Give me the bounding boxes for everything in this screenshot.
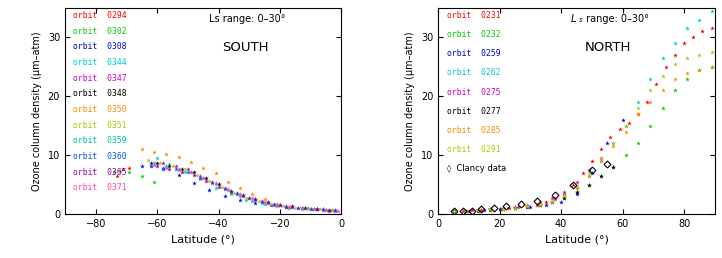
Text: orbit  0285: orbit 0285 (447, 126, 500, 135)
Text: orbit  0371: orbit 0371 (73, 183, 127, 192)
Text: orbit  0348: orbit 0348 (73, 89, 127, 98)
Text: orbit  0277: orbit 0277 (447, 107, 500, 116)
Text: orbit  0262: orbit 0262 (447, 68, 500, 77)
Text: orbit  0291: orbit 0291 (447, 145, 500, 154)
Text: orbit  0231: orbit 0231 (447, 11, 500, 20)
Y-axis label: Ozone column density (μm–atm): Ozone column density (μm–atm) (406, 31, 415, 191)
Text: orbit  0344: orbit 0344 (73, 58, 127, 67)
Text: orbit  0359: orbit 0359 (73, 136, 127, 145)
Text: orbit  0351: orbit 0351 (73, 121, 127, 130)
Text: orbit  0350: orbit 0350 (73, 105, 127, 114)
X-axis label: Latitude (°): Latitude (°) (544, 235, 609, 245)
Text: orbit  0302: orbit 0302 (73, 27, 127, 36)
Text: Ls range: 0–30°: Ls range: 0–30° (209, 14, 285, 24)
X-axis label: Latitude (°): Latitude (°) (171, 235, 235, 245)
Text: orbit  0347: orbit 0347 (73, 74, 127, 83)
Text: orbit  0360: orbit 0360 (73, 152, 127, 161)
Text: s: s (578, 17, 582, 23)
Text: NORTH: NORTH (585, 41, 631, 54)
Text: orbit  0232: orbit 0232 (447, 30, 500, 39)
Text: orbit  0365: orbit 0365 (73, 168, 127, 177)
Y-axis label: Ozone column density (μm–atm): Ozone column density (μm–atm) (32, 31, 42, 191)
Text: orbit  0275: orbit 0275 (447, 88, 500, 96)
Text: SOUTH: SOUTH (222, 41, 269, 54)
Text: range: 0–30°: range: 0–30° (583, 14, 649, 24)
Text: orbit  0259: orbit 0259 (447, 49, 500, 58)
Text: orbit  0294: orbit 0294 (73, 11, 127, 20)
Text: ◊  Clancy data: ◊ Clancy data (447, 164, 506, 173)
Text: orbit  0308: orbit 0308 (73, 42, 127, 51)
Text: L: L (571, 14, 576, 24)
